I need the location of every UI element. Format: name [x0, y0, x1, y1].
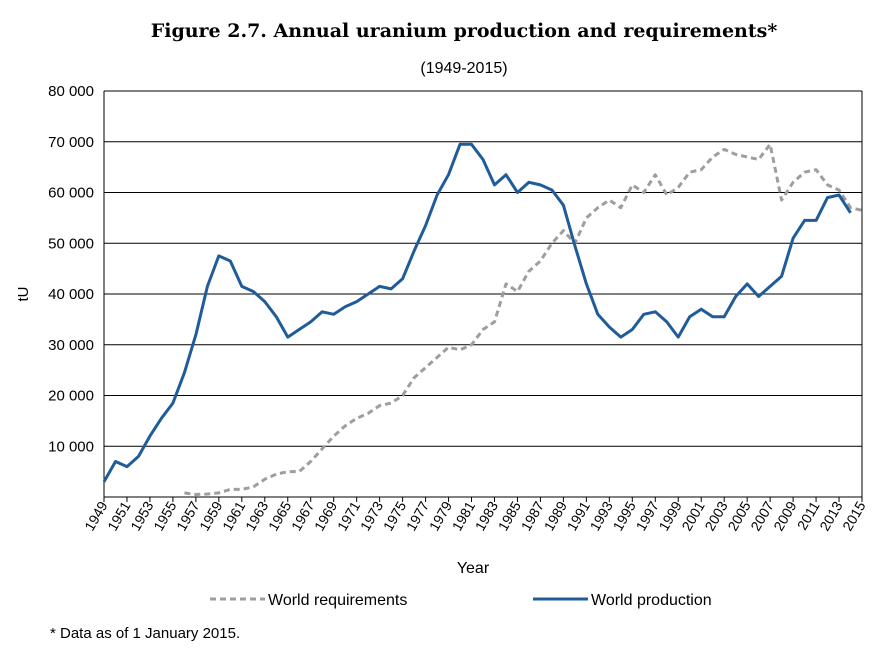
series-lines: [102, 142, 863, 496]
x-tick-label: 1951: [104, 498, 134, 533]
x-tick-label: 1999: [655, 498, 685, 533]
x-tick-label: 1973: [357, 498, 387, 533]
x-tick-label: 1977: [403, 498, 433, 533]
x-tick-label: 1963: [242, 498, 272, 533]
legend-label: World requirements: [268, 592, 407, 609]
x-tick-label: 1983: [472, 498, 502, 533]
x-tick-label: 1971: [334, 498, 364, 533]
chart-title: Figure 2.7. Annual uranium production an…: [150, 20, 778, 42]
x-tick-label: 1985: [495, 498, 525, 533]
x-axis-label: Year: [457, 560, 490, 577]
x-tick-label: 1957: [173, 498, 203, 533]
y-tick-label: 40 000: [48, 286, 94, 303]
x-tick-label: 2013: [816, 498, 846, 533]
y-tick-label: 10 000: [48, 438, 94, 455]
series-line-world-production: [102, 142, 852, 483]
footnote: * Data as of 1 January 2015.: [50, 625, 241, 642]
x-tick-label: 1995: [609, 498, 639, 533]
x-tick-label: 1967: [288, 498, 318, 533]
x-tick-label: 1991: [564, 498, 594, 533]
x-tick-label: 1961: [219, 498, 249, 533]
axes: [103, 91, 862, 498]
x-tick-label: 1949: [81, 498, 111, 533]
legend: World requirements World production: [210, 592, 712, 609]
y-tick-label: 20 000: [48, 388, 94, 405]
x-tick-label: 1987: [518, 498, 548, 533]
y-tick-label: 60 000: [48, 185, 94, 202]
legend-label: World production: [591, 592, 712, 609]
x-tick-label: 1997: [632, 498, 662, 533]
x-tick-label: 1979: [426, 498, 456, 533]
x-tick-label: 1955: [150, 498, 180, 533]
y-tick-label: 30 000: [48, 337, 94, 354]
x-tick-label: 2003: [701, 498, 731, 533]
x-tick-label: 2007: [747, 498, 777, 533]
series-line-world-requirements: [184, 142, 863, 496]
x-tick-labels: 1949195119531955195719591961196319651967…: [81, 497, 869, 533]
grid-lines: [104, 90, 863, 497]
x-tick-label: 1981: [449, 498, 479, 533]
x-tick-label: 2001: [678, 498, 708, 533]
y-axis-label: tU: [15, 287, 32, 302]
x-tick-label: 2009: [770, 498, 800, 533]
x-tick-label: 1969: [311, 498, 341, 533]
x-tick-label: 1959: [196, 498, 226, 533]
x-tick-label: 1965: [265, 498, 295, 533]
y-tick-label: 80 000: [48, 83, 94, 100]
x-tick-label: 1975: [380, 498, 410, 533]
y-tick-label: 70 000: [48, 134, 94, 151]
x-tick-label: 2005: [724, 498, 754, 533]
y-tick-label: 50 000: [48, 235, 94, 252]
x-tick-label: 1993: [586, 498, 616, 533]
x-tick-label: 2015: [839, 498, 869, 533]
chart-subtitle: (1949-2015): [420, 60, 508, 77]
y-tick-labels: 10 000 20 000 30 000 40 000 50 000 60 000 70 0…: [48, 83, 94, 455]
x-tick-label: 1953: [127, 498, 157, 533]
x-tick-label: 1989: [541, 498, 571, 533]
